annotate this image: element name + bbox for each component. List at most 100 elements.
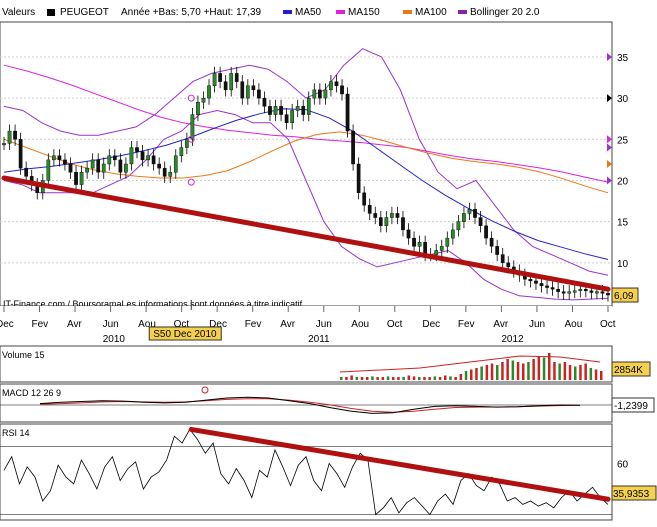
price-panel: IT-Finance.com / BoursoramaLes informati… bbox=[0, 21, 639, 309]
candle-body bbox=[367, 204, 372, 214]
candle-body bbox=[135, 147, 139, 152]
volume-value: 2854K bbox=[614, 365, 643, 376]
candle-body bbox=[378, 217, 383, 226]
cursor-label: S50 Dec 2010 bbox=[153, 329, 217, 340]
volume-bar bbox=[381, 377, 385, 380]
volume-bar bbox=[402, 377, 405, 380]
volume-bar bbox=[496, 365, 499, 380]
axis-arrow-marker bbox=[607, 160, 612, 168]
candle-body bbox=[223, 81, 228, 91]
candle-body bbox=[312, 89, 317, 99]
candle-body bbox=[356, 163, 361, 194]
candle-body bbox=[450, 229, 455, 239]
volume-bar bbox=[584, 363, 587, 380]
candle-body bbox=[107, 155, 112, 165]
rsi-trendline bbox=[188, 426, 611, 502]
header-symbol: PEUGEOT bbox=[60, 7, 109, 18]
month-label: Avr bbox=[493, 319, 508, 330]
month-label: Oct bbox=[387, 319, 403, 330]
year-label: 2010 bbox=[103, 334, 126, 345]
header-prefix: Valeurs bbox=[2, 7, 35, 18]
volume-bar bbox=[438, 377, 442, 380]
candle-body bbox=[284, 114, 289, 124]
candle-body bbox=[550, 287, 555, 290]
candle-body bbox=[234, 73, 239, 82]
candle-body bbox=[500, 254, 505, 264]
volume-bar bbox=[355, 377, 359, 380]
candle-body bbox=[179, 147, 184, 156]
candle-body bbox=[290, 110, 294, 124]
candle-body bbox=[600, 291, 605, 294]
candle-body bbox=[52, 155, 56, 161]
cursor-label-box bbox=[148, 326, 222, 341]
candle-body bbox=[351, 130, 355, 165]
price-y-axis: 10 15 20 25 30 35 6,09 bbox=[611, 53, 639, 303]
candle-body bbox=[401, 217, 405, 231]
macd-line bbox=[39, 396, 581, 414]
last-price-value: 6,09 bbox=[614, 291, 634, 302]
candle-body bbox=[456, 221, 461, 231]
volume-bar bbox=[386, 376, 390, 380]
month-label: Jun bbox=[316, 319, 332, 330]
candle-body bbox=[340, 85, 344, 95]
candle-body bbox=[2, 143, 6, 146]
candle-body bbox=[572, 290, 577, 293]
volume-bar bbox=[537, 356, 541, 380]
macd-value: -1,2399 bbox=[614, 401, 648, 412]
month-label: Avr bbox=[67, 319, 82, 330]
axis-arrow-marker bbox=[607, 94, 612, 103]
legend-label: MA100 bbox=[415, 7, 447, 18]
price-tick-label: 35 bbox=[617, 53, 629, 64]
volume-bar bbox=[480, 366, 483, 380]
volume-bar bbox=[485, 365, 489, 380]
volume-bar bbox=[516, 362, 520, 380]
candle-body bbox=[334, 81, 339, 86]
price-tick-label: 30 bbox=[617, 94, 629, 105]
candle-body bbox=[534, 280, 538, 284]
candle-body bbox=[151, 155, 156, 165]
price-series bbox=[1, 48, 612, 302]
macd-marker bbox=[201, 386, 209, 394]
rsi-value-box bbox=[611, 485, 657, 501]
candle-body bbox=[323, 89, 328, 99]
candle-body bbox=[79, 172, 84, 185]
volume-bar bbox=[407, 375, 411, 380]
candle-body bbox=[495, 246, 500, 255]
candle-body bbox=[245, 85, 250, 99]
candle-body bbox=[589, 290, 594, 293]
candle-body bbox=[268, 106, 272, 115]
candle-body bbox=[595, 291, 599, 294]
candle-body bbox=[545, 285, 549, 288]
chart-marks: 2854K -1,2399 60 35,9353 bbox=[0, 353, 657, 516]
volume-bar bbox=[579, 365, 582, 380]
candle-body bbox=[583, 288, 588, 292]
month-label: Aou bbox=[351, 319, 369, 330]
candle-body bbox=[96, 159, 101, 173]
rsi-line bbox=[3, 428, 609, 516]
volume-bar bbox=[600, 371, 603, 380]
candle-body bbox=[462, 213, 466, 222]
candle-body bbox=[146, 155, 150, 161]
axis-arrow-marker bbox=[607, 143, 612, 152]
month-label: Fev bbox=[245, 319, 262, 330]
rsi-value: 35,9353 bbox=[613, 489, 650, 500]
volume-bar bbox=[376, 377, 379, 380]
candle-body bbox=[157, 163, 162, 169]
candle-body bbox=[489, 237, 494, 247]
axis-arrow-marker bbox=[607, 135, 612, 144]
volume-bar bbox=[418, 377, 421, 380]
candle-body bbox=[539, 283, 544, 287]
candle-body bbox=[373, 213, 378, 218]
month-label: Dec bbox=[422, 319, 440, 330]
candle-body bbox=[90, 159, 95, 169]
price-tick-label: 25 bbox=[617, 135, 629, 146]
volume-bar bbox=[511, 360, 515, 380]
volume-bar bbox=[392, 377, 395, 380]
candle-body bbox=[112, 155, 117, 161]
volume-bar bbox=[574, 366, 577, 380]
candle-body bbox=[162, 167, 167, 177]
year-label: 2011 bbox=[308, 334, 330, 345]
volume-bar bbox=[350, 375, 353, 380]
volume-bar bbox=[475, 368, 478, 380]
